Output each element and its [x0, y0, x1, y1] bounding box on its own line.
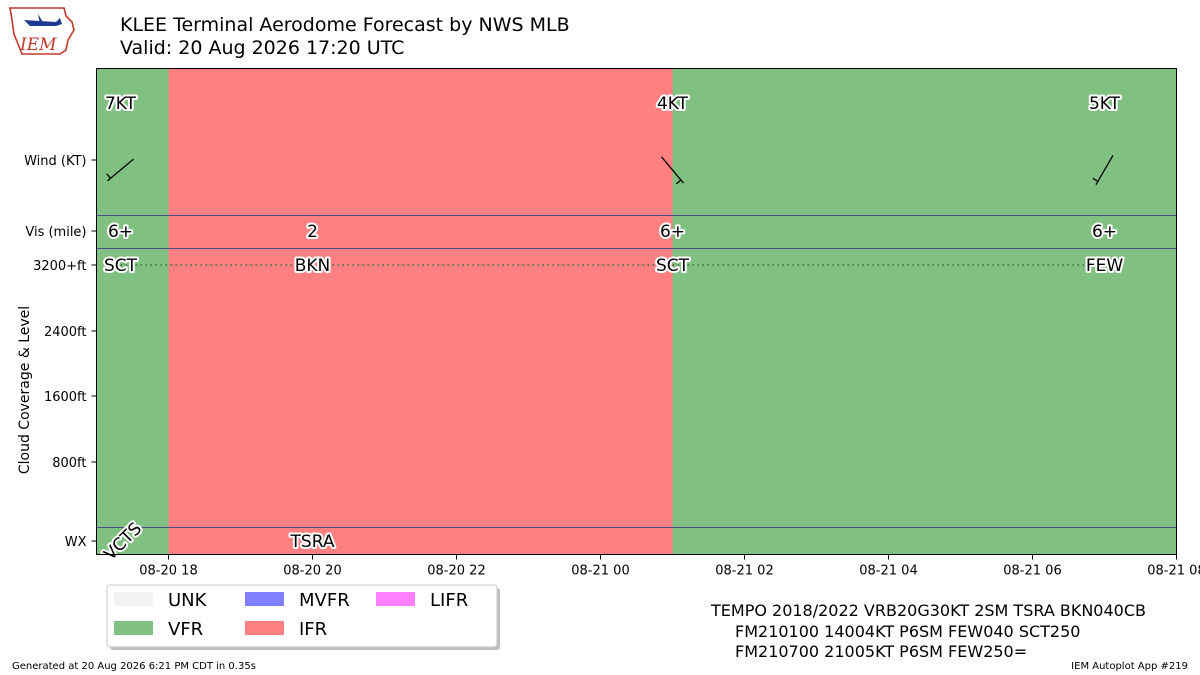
x-axis: 08-20 18 08-20 20 08-20 22 08-21 00 08-21 02… [139, 554, 1200, 579]
legend-label-lifr: LIFR [430, 590, 468, 611]
row-separators [96, 215, 1177, 528]
wind-barb-staff [1095, 154, 1114, 186]
y-axis: Wind (KT) Vis (mile) 3200+ft 2400ft 1600ft 80… [24, 154, 97, 550]
chart-subtitle: Valid: 20 Aug 2026 17:20 UTC [120, 37, 404, 59]
cloud-coverage-label: FEW [1086, 256, 1124, 276]
taf-line-2: FM210100 14004KT P6SM FEW040 SCT250 [735, 622, 1080, 641]
x-tick-label: 08-20 22 [427, 564, 485, 579]
visibility-label: 2 [307, 222, 318, 242]
legend-swatch-vfr [114, 621, 153, 635]
legend-label-mvfr: MVFR [299, 590, 350, 611]
wind-barb [106, 158, 134, 182]
flight-category-span-ifr-2 [168, 68, 673, 555]
legend-label-unk: UNK [168, 590, 208, 611]
x-tick-label: 08-20 18 [139, 564, 197, 579]
legend: UNK MVFR LIFR VFR IFR [106, 584, 500, 650]
y-tick-label: 3200+ft [33, 259, 86, 274]
legend-label-ifr: IFR [299, 619, 327, 640]
x-tick-label: 08-21 00 [571, 564, 629, 579]
legend-swatch-mvfr [245, 592, 284, 606]
taf-line-3: FM210700 21005KT P6SM FEW250= [735, 642, 1027, 661]
generated-footer: Generated at 20 Aug 2026 6:21 PM CDT in … [12, 661, 256, 672]
y-tick-label: Vis (mile) [25, 225, 86, 240]
wind-barb-flag [675, 179, 682, 185]
wind-barb [1092, 154, 1114, 186]
wind-barb-staff [107, 158, 134, 182]
wind-barb-flag [1092, 177, 1099, 182]
cloud-coverage-label: BKN [295, 256, 331, 276]
legend-swatch-unk [114, 592, 153, 606]
logo-text: IEM [19, 35, 57, 55]
legend-swatch-ifr [245, 621, 284, 635]
x-tick-label: 08-20 20 [283, 564, 341, 579]
flight-category-span-vfr-1 [96, 68, 169, 555]
cloud-coverage-label: SCT [656, 256, 690, 276]
y-tick-label: Wind (KT) [24, 154, 86, 169]
taf-line-1: TEMPO 2018/2022 VRB20G30KT 2SM TSRA BKN0… [710, 601, 1146, 620]
visibility-label: 6+ [108, 222, 133, 242]
y-tick-label: 800ft [52, 456, 86, 471]
x-tick-label: 08-21 08 [1147, 564, 1200, 579]
x-tick-label: 08-21 06 [1003, 564, 1061, 579]
legend-label-vfr: VFR [168, 619, 203, 640]
plot-frame [96, 68, 1177, 555]
iowa-outline-icon [9, 7, 75, 55]
y-axis-label: Cloud Coverage & Level [17, 306, 33, 474]
iem-logo: IEM [9, 7, 75, 55]
visibility-label: 6+ [660, 222, 685, 242]
weather-label: TSRA [290, 532, 335, 552]
flight-category-span-vfr-3 [672, 68, 1177, 555]
wind-barb-flag [106, 173, 112, 179]
x-tick-label: 08-21 04 [859, 564, 917, 579]
category-spans [96, 68, 1177, 555]
y-tick-label: 2400ft [44, 325, 87, 340]
chart-title: KLEE Terminal Aerodome Forecast by NWS M… [120, 14, 570, 36]
y-tick-label: 1600ft [44, 390, 87, 405]
wind-speed-label: 7KT [105, 94, 137, 114]
airplane-icon [24, 14, 62, 26]
app-footer: IEM Autoplot App #219 [1071, 661, 1188, 672]
wind-speed-label: 4KT [657, 94, 689, 114]
y-tick-label: WX [65, 535, 87, 550]
wind-speed-label: 5KT [1089, 94, 1121, 114]
visibility-label: 6+ [1092, 222, 1117, 242]
wind-barb [661, 156, 684, 185]
cloud-coverage-label: SCT [104, 256, 138, 276]
wind-barb-staff [661, 156, 684, 184]
x-tick-label: 08-21 02 [715, 564, 773, 579]
legend-swatch-lifr [376, 592, 415, 606]
